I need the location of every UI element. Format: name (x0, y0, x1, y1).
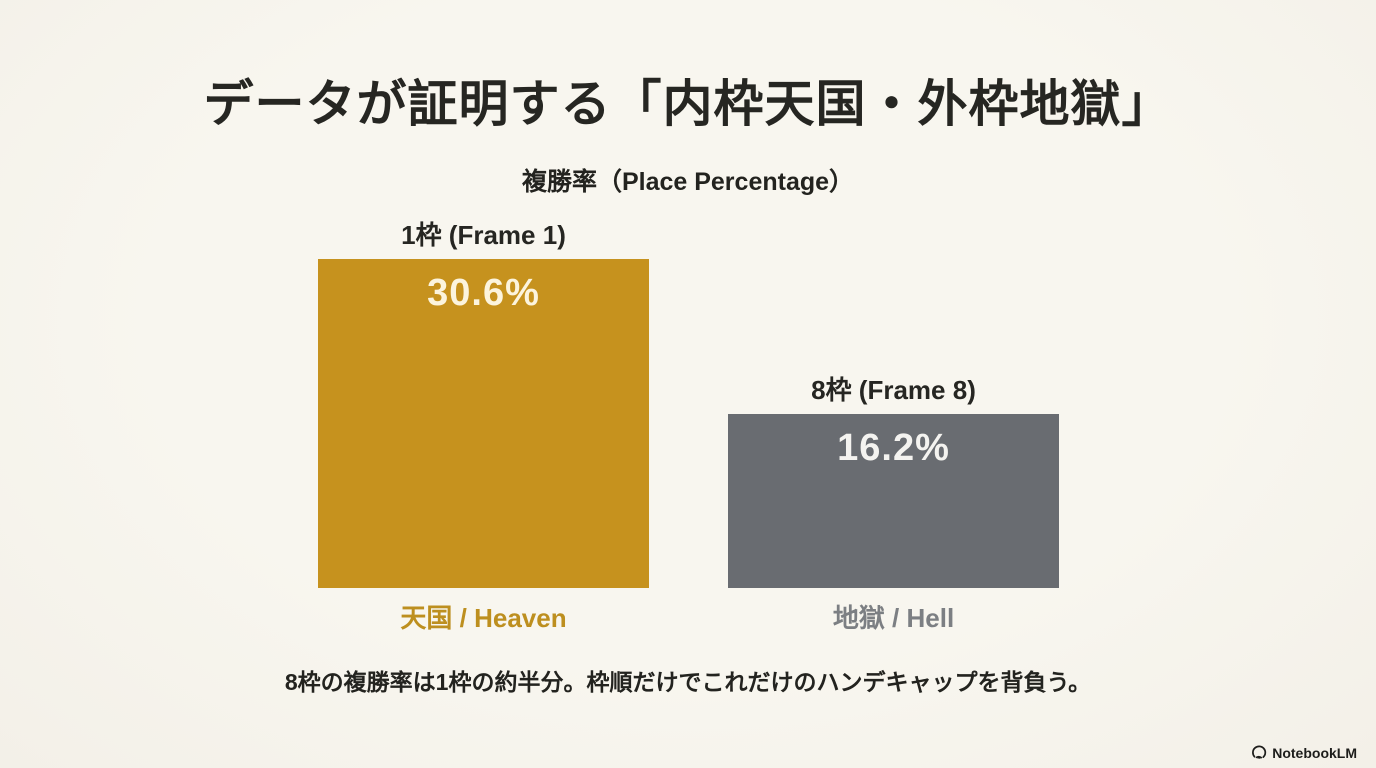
bar-value-frame8: 16.2% (837, 427, 950, 469)
bar-group-frame8: 8枠 (Frame 8) 16.2% (728, 370, 1059, 588)
axis-label-heaven: 天国 / Heaven (400, 603, 567, 633)
notebooklm-icon (1251, 745, 1267, 761)
watermark-label: NotebookLM (1272, 745, 1357, 761)
bar-label-frame1: 1枠 (Frame 1) (401, 220, 566, 250)
bar-frame1: 30.6% (318, 259, 649, 588)
watermark: NotebookLM (1251, 745, 1357, 761)
chart-title: 複勝率（Place Percentage） (521, 168, 855, 196)
bar-group-frame1: 1枠 (Frame 1) 30.6% (318, 215, 649, 588)
axis-label-hell: 地獄 / Hell (832, 603, 955, 633)
bar-frame8: 16.2% (728, 414, 1059, 588)
footnote: 8枠の複勝率は1枠の約半分。枠順だけでこれだけのハンデキャップを背負う。 (284, 669, 1092, 695)
bar-label-frame8: 8枠 (Frame 8) (811, 375, 976, 405)
page-title: データが証明する「内枠天国・外枠地獄」 (203, 76, 1173, 132)
bar-value-frame1: 30.6% (427, 272, 540, 314)
